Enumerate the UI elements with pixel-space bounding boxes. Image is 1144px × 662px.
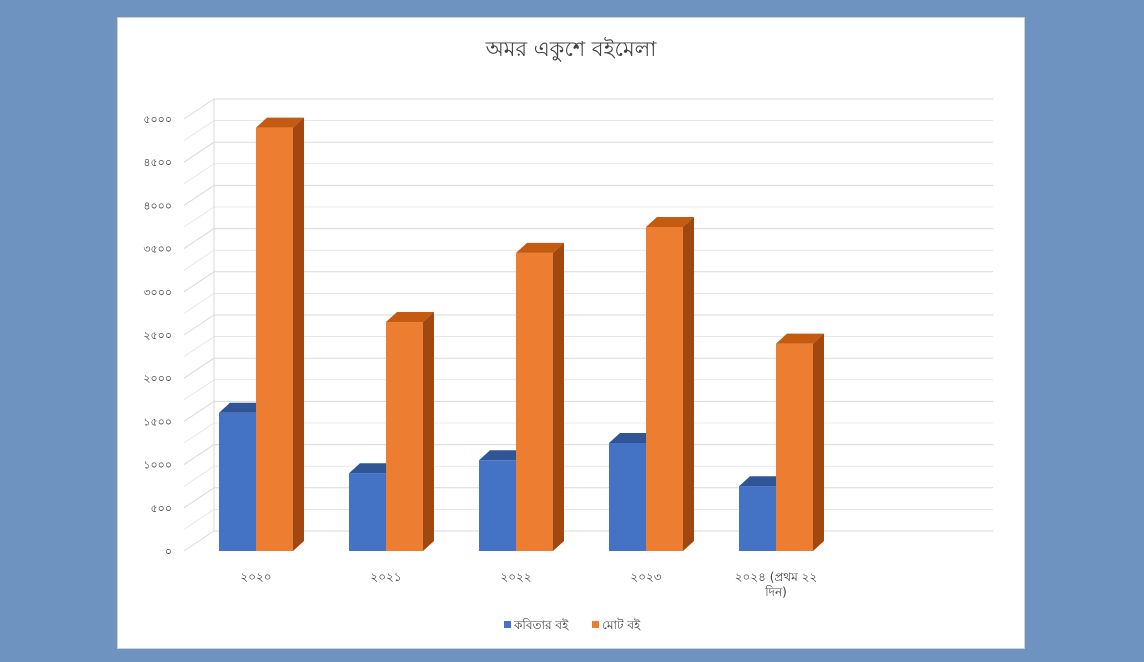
bar-top <box>219 402 267 413</box>
bar-total-2 <box>516 242 564 552</box>
bar-front <box>219 412 256 551</box>
bar-front <box>479 460 516 551</box>
x-tick-label: ২০২৩ <box>630 570 661 584</box>
legend-swatch <box>504 621 511 628</box>
bar-side <box>423 312 434 551</box>
y-tick-label: ১০০০ <box>143 459 172 472</box>
y-tick-label: ৫০০০ <box>143 113 172 126</box>
gridline-depth <box>183 487 215 509</box>
bar-front <box>256 127 293 551</box>
gridline-depth <box>183 120 215 141</box>
legend-label: কবিতার বই <box>513 618 569 632</box>
gridline-depth <box>183 228 215 250</box>
bar-total-1 <box>386 312 434 551</box>
bar-top <box>479 450 527 461</box>
gridline-depth <box>183 530 215 552</box>
y-tick-label: ৩৫০০ <box>143 243 172 256</box>
y-tick-label: ২০০০ <box>143 372 172 385</box>
gridline-depth <box>183 400 215 422</box>
gridlines <box>183 98 993 552</box>
bar-total-3 <box>646 217 694 551</box>
gridline-depth <box>183 336 215 357</box>
bar-side <box>683 217 694 551</box>
bar-total-0 <box>256 117 304 551</box>
gridline-depth <box>183 465 215 487</box>
bar-top <box>776 333 824 344</box>
x-tick-label: ২০২২ <box>500 570 531 584</box>
gridline-depth <box>183 249 215 271</box>
gridline-depth <box>183 444 215 466</box>
bar-top <box>646 217 694 227</box>
bars <box>219 117 824 552</box>
y-tick-label: ৪৫০০ <box>143 156 172 169</box>
legend-label: মোট বই <box>602 618 641 632</box>
legend-swatch <box>592 621 599 628</box>
gridline-depth <box>183 293 215 314</box>
legend: কবিতার বই মোট বই <box>504 618 641 632</box>
bar-side <box>553 242 564 552</box>
gridline-depth <box>183 509 215 530</box>
gridline-depth <box>183 422 215 444</box>
bar-front <box>516 252 553 552</box>
bar-front <box>739 486 776 551</box>
bar-front <box>349 473 386 551</box>
y-tick-label: ৫০০ <box>151 502 172 515</box>
bar-side <box>813 333 824 551</box>
chart-panel: অমর একুশে বইমেলা ০ ৫০০ ১০০০ ১৫০০ ২০০০ ২৫০০ ৩০০… <box>117 17 1025 649</box>
bar-top <box>609 433 657 443</box>
bar-front <box>646 227 683 551</box>
bar-front <box>609 443 646 551</box>
y-tick-label: ২৫০০ <box>143 329 172 342</box>
gridline-depth <box>183 184 215 206</box>
x-tick-label: দিন) <box>764 585 787 599</box>
y-tick-label: ৩০০০ <box>143 286 172 299</box>
gridline-depth <box>183 141 215 163</box>
y-tick-label: ১৫০০ <box>143 415 172 428</box>
gridline-depth <box>183 98 215 120</box>
x-tick-label: ২০২০ <box>240 570 271 584</box>
y-tick-label: ৪০০০ <box>143 199 172 212</box>
gridline-depth <box>183 163 215 185</box>
bar-front <box>776 343 813 551</box>
bar-top <box>349 463 397 474</box>
x-tick-label: ২০২৪ (প্রথম ২২ <box>735 570 818 584</box>
chart-title: অমর একুশে বইমেলা <box>485 37 658 61</box>
x-axis: ২০২০ ২০২১ ২০২২ ২০২৩ ২০২৪ (প্রথম ২২দিন) <box>240 570 817 599</box>
gridline-depth <box>183 314 215 336</box>
bar-top <box>256 117 304 128</box>
gridline-depth <box>183 206 215 228</box>
bar-front <box>386 322 423 551</box>
bar-top <box>739 476 787 487</box>
bar-top <box>386 312 434 323</box>
bar-top <box>516 242 564 253</box>
y-axis: ০ ৫০০ ১০০০ ১৫০০ ২০০০ ২৫০০ ৩০০০ ৩৫০০ ৪০০০ ৪৫০০ ৫০০০ <box>143 113 172 558</box>
gridline-depth <box>183 357 215 379</box>
chart-svg: অমর একুশে বইমেলা ০ ৫০০ ১০০০ ১৫০০ ২০০০ ২৫০০ ৩০০… <box>143 37 993 632</box>
gridline-depth <box>183 271 215 293</box>
bar-total-4 <box>776 333 824 551</box>
gridline-depth <box>183 379 215 401</box>
bar-side <box>293 117 304 551</box>
y-tick-label: ০ <box>165 545 172 558</box>
x-tick-label: ২০২১ <box>370 570 401 584</box>
